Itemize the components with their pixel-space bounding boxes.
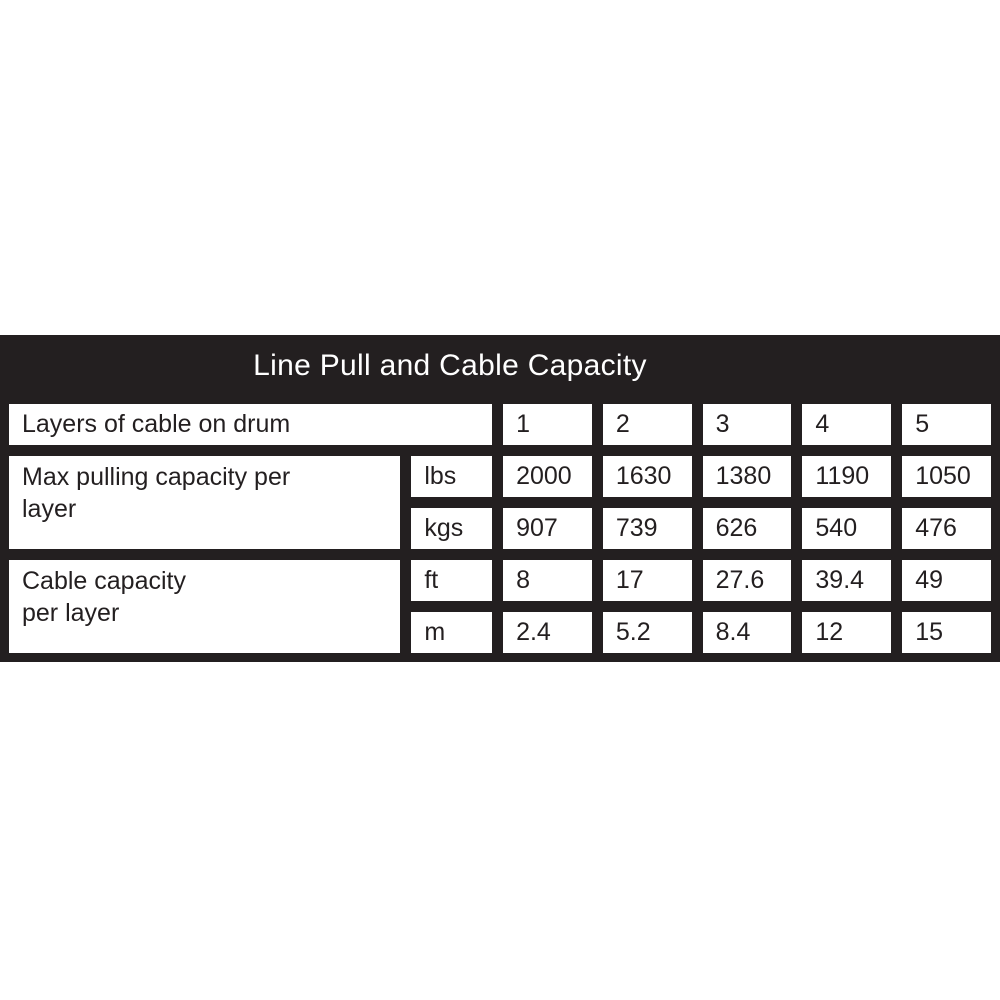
table-title: Line Pull and Cable Capacity (253, 349, 647, 382)
line-pull-capacity-table: Line Pull and Cable Capacity Layers of c… (0, 335, 1000, 662)
value-cell: 907 (501, 506, 594, 551)
table-row-layers: Layers of cable on drum 1 2 3 4 5 (7, 402, 993, 447)
layers-value-cell: 5 (900, 402, 993, 447)
value-cell: 39.4 (800, 558, 894, 603)
value-cell: 739 (600, 506, 694, 551)
value-cell: 2000 (501, 454, 594, 499)
unit-cell-ft: ft (409, 558, 495, 603)
value-cell: 49 (900, 558, 993, 603)
unit-cell-kgs: kgs (409, 506, 495, 551)
unit-cell-lbs: lbs (409, 454, 495, 499)
layers-value-cell: 3 (700, 402, 794, 447)
value-cell: 17 (600, 558, 694, 603)
value-cell: 1050 (900, 454, 993, 499)
table-row-cable-capacity-m: m 2.4 5.2 8.4 12 15 (7, 610, 993, 655)
spec-table: Layers of cable on drum 1 2 3 4 5 Max pu… (0, 395, 1000, 662)
group-label-cable-capacity: Cable capacity per layer (7, 558, 403, 655)
table-row-cable-capacity-ft: Cable capacity per layer ft 8 17 27.6 39… (7, 558, 993, 655)
value-cell: 1380 (700, 454, 794, 499)
value-cell: 476 (900, 506, 993, 551)
layers-row-label: Layers of cable on drum (7, 402, 495, 447)
layers-value-cell: 2 (600, 402, 694, 447)
value-cell: 626 (700, 506, 794, 551)
value-cell: 540 (800, 506, 894, 551)
value-cell: 27.6 (700, 558, 794, 603)
value-cell: 1190 (800, 454, 894, 499)
unit-cell-m: m (409, 610, 495, 655)
value-cell: 1630 (600, 454, 694, 499)
table-row-max-pulling-lbs: Max pulling capacity per layer lbs 2000 … (7, 454, 993, 551)
table-row-max-pulling-kgs: kgs 907 739 626 540 476 (7, 506, 993, 551)
layers-value-cell: 1 (501, 402, 594, 447)
value-cell: 8.4 (700, 610, 794, 655)
group-label-max-pulling-capacity: Max pulling capacity per layer (7, 454, 403, 551)
value-cell: 15 (900, 610, 993, 655)
value-cell: 5.2 (600, 610, 694, 655)
value-cell: 8 (501, 558, 594, 603)
value-cell: 12 (800, 610, 894, 655)
value-cell: 2.4 (501, 610, 594, 655)
layers-value-cell: 4 (800, 402, 894, 447)
